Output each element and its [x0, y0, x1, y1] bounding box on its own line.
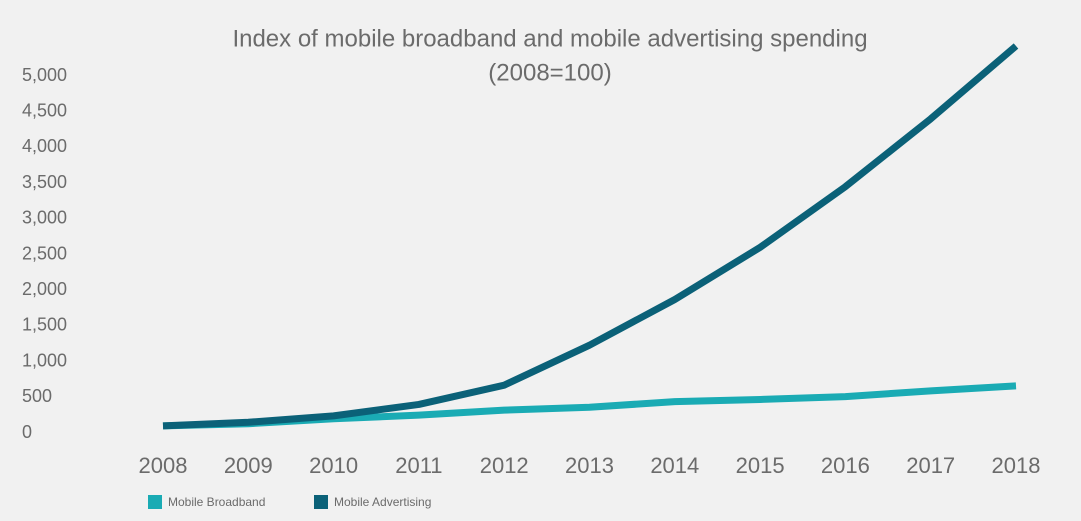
- legend-label: Mobile Broadband: [168, 495, 265, 509]
- legend-label: Mobile Advertising: [334, 495, 431, 509]
- x-tick-label: 2015: [736, 453, 785, 478]
- y-tick-label: 1,000: [22, 350, 67, 370]
- x-tick-label: 2017: [906, 453, 955, 478]
- y-tick-label: 2,500: [22, 243, 67, 263]
- x-tick-label: 2012: [480, 453, 529, 478]
- y-tick-label: 5,000: [22, 65, 67, 85]
- series-line: [162, 43, 1019, 430]
- x-tick-label: 2013: [565, 453, 614, 478]
- y-tick-label: 2,000: [22, 279, 67, 299]
- chart-subtitle: (2008=100): [488, 59, 611, 86]
- y-tick-label: 3,000: [22, 208, 67, 228]
- x-tick-label: 2016: [821, 453, 870, 478]
- y-tick-label: 3,500: [22, 172, 67, 192]
- y-tick-label: 0: [22, 422, 32, 442]
- x-tick-label: 2014: [650, 453, 699, 478]
- y-tick-label: 4,500: [22, 100, 67, 120]
- x-tick-label: 2018: [992, 453, 1041, 478]
- x-tick-label: 2009: [224, 453, 273, 478]
- legend-swatch: [148, 495, 162, 509]
- y-tick-label: 500: [22, 386, 52, 406]
- chart-title: Index of mobile broadband and mobile adv…: [232, 25, 867, 52]
- y-tick-label: 4,000: [22, 136, 67, 156]
- x-tick-label: 2008: [139, 453, 188, 478]
- legend-swatch: [314, 495, 328, 509]
- y-tick-label: 1,500: [22, 315, 67, 335]
- x-tick-label: 2011: [395, 453, 442, 478]
- x-tick-label: 2010: [309, 453, 358, 478]
